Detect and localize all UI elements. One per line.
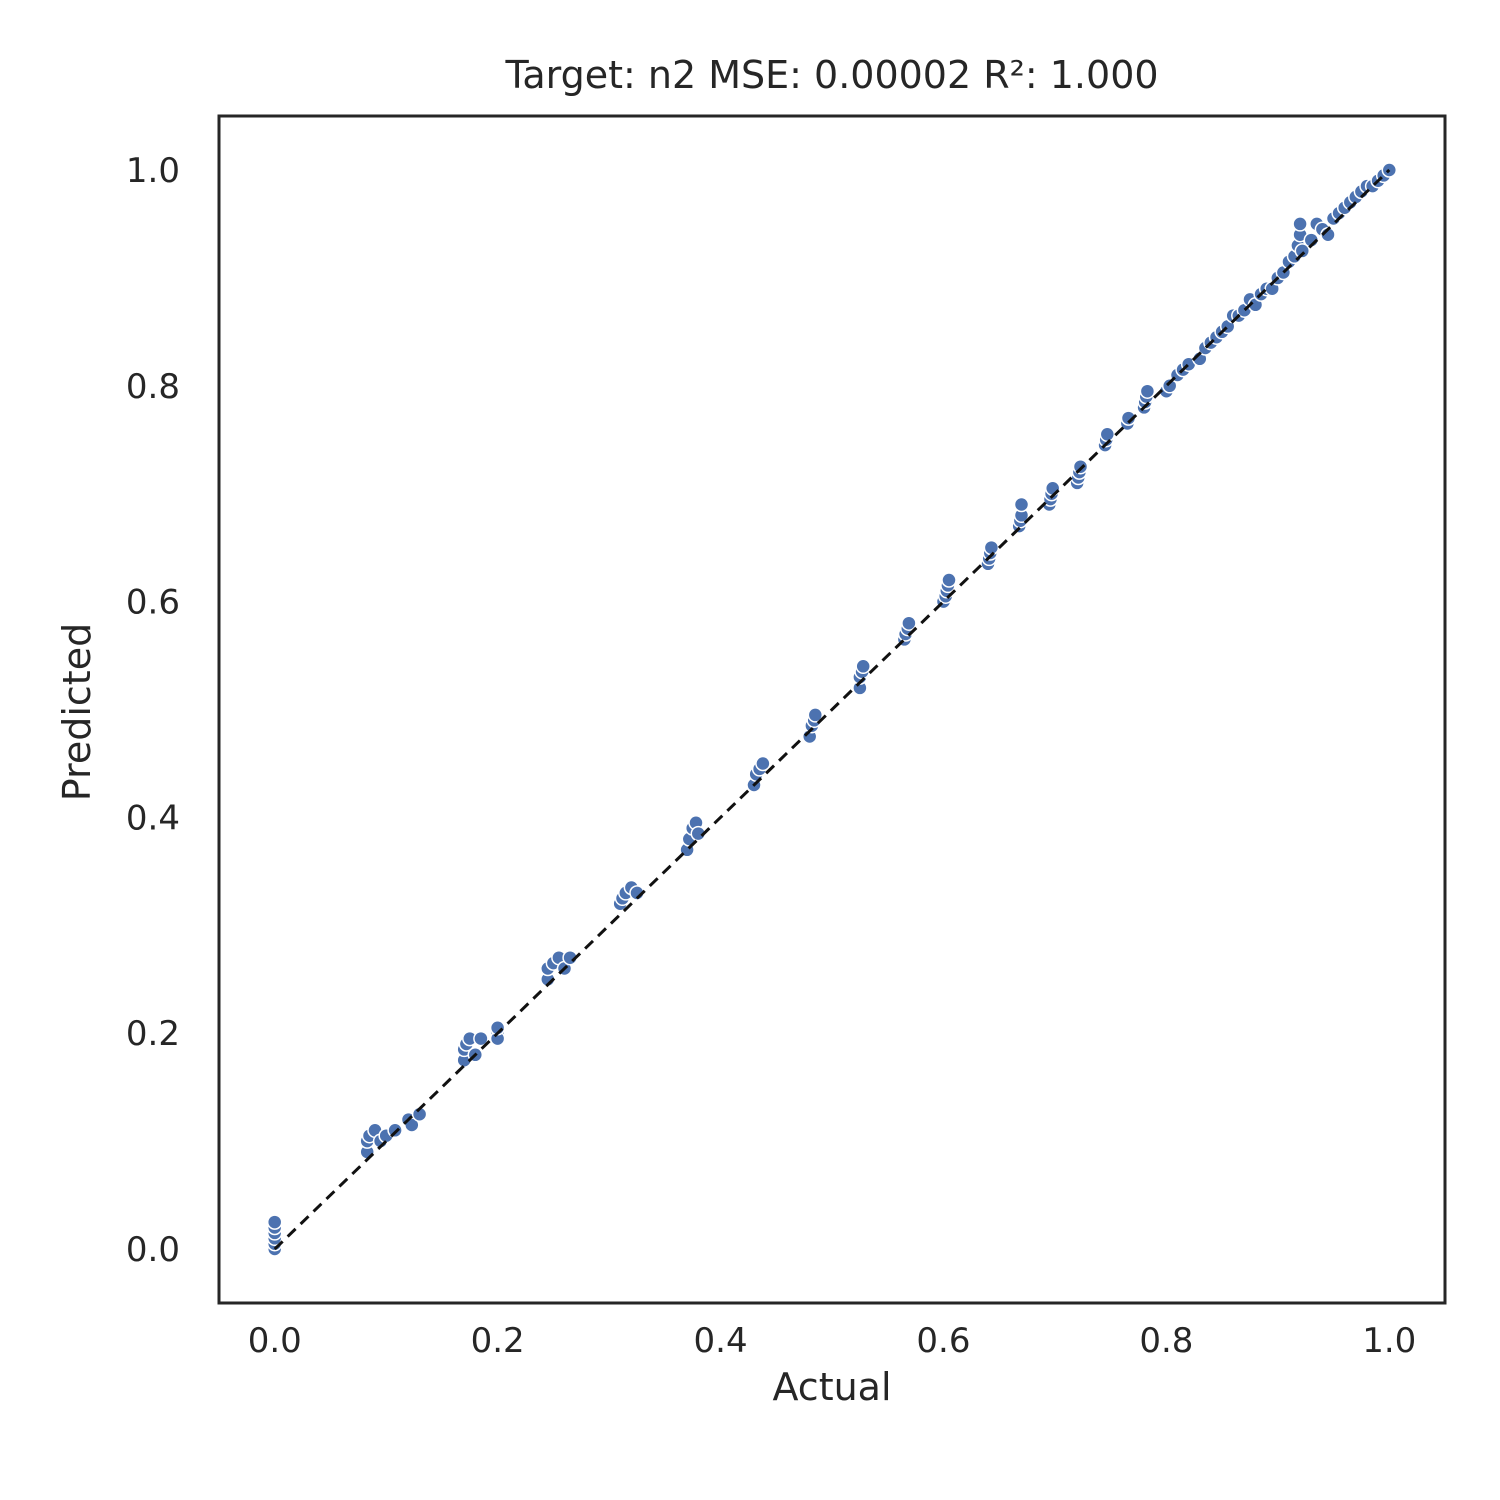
data-point [473, 1030, 489, 1047]
data-point [807, 707, 824, 723]
data-point [901, 615, 917, 631]
data-point [1044, 480, 1061, 497]
data-point [983, 539, 1000, 556]
x-tick-label: 0.4 [694, 1321, 748, 1361]
x-tick-label: 0.0 [248, 1321, 302, 1361]
x-tick-label: 0.6 [916, 1321, 970, 1361]
y-tick-label: 0.2 [126, 1014, 180, 1054]
data-point [266, 1214, 283, 1230]
data-point [1120, 410, 1137, 426]
y-tick-label: 0.0 [126, 1230, 180, 1270]
data-point [755, 755, 771, 772]
x-tick-label: 1.0 [1362, 1321, 1416, 1361]
y-tick-label: 0.6 [126, 583, 180, 623]
data-point [1161, 378, 1178, 394]
y-axis-label: Predicted [55, 623, 99, 801]
data-point [1099, 426, 1116, 443]
y-tick-label: 1.0 [126, 151, 180, 191]
data-point [855, 658, 871, 675]
x-axis-ticks: 0.0 0.2 0.4 0.6 0.8 1.0 [248, 1321, 1417, 1361]
data-point [941, 572, 957, 588]
x-tick-label: 0.8 [1139, 1321, 1193, 1361]
reference-line-group [273, 168, 1391, 1251]
y-tick-label: 0.8 [126, 367, 180, 407]
plot-frame [217, 114, 1447, 1305]
reference-line [273, 168, 1391, 1251]
data-point [1292, 216, 1308, 232]
data-point [1072, 458, 1089, 475]
chart-title: Target: n2 MSE: 0.00002 R²: 1.000 [504, 53, 1158, 97]
y-tick-label: 0.4 [126, 798, 180, 838]
data-point [387, 1122, 403, 1139]
data-point [1294, 243, 1311, 259]
y-axis-ticks: 0.0 0.2 0.4 0.6 0.8 1.0 [126, 151, 180, 1270]
x-tick-label: 0.2 [471, 1321, 525, 1361]
x-axis-label: Actual [772, 1365, 891, 1409]
data-point [1013, 496, 1030, 513]
data-point [1139, 383, 1156, 399]
